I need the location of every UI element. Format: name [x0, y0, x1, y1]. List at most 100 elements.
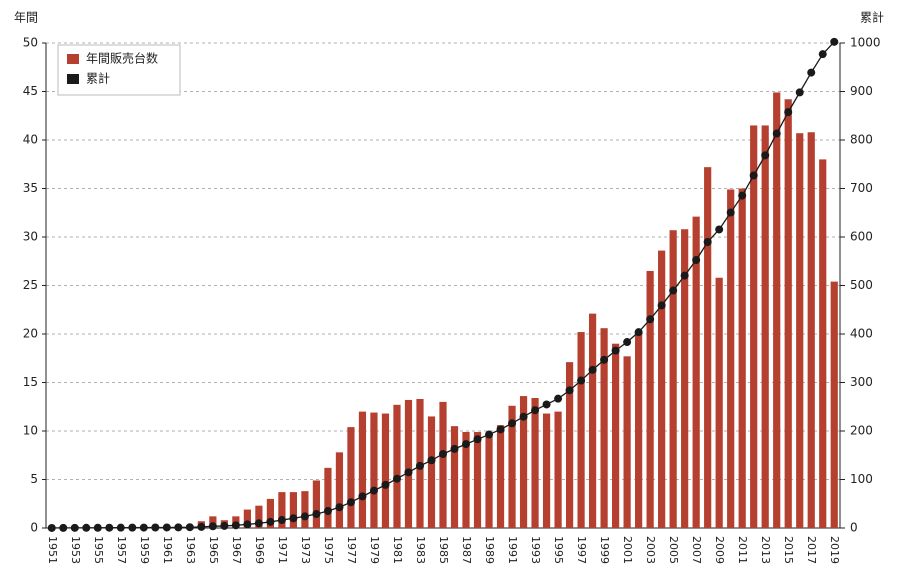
cumulative-point [600, 355, 609, 364]
y2-tick-label: 900 [850, 84, 873, 98]
cumulative-point [680, 271, 689, 280]
cumulative-point [473, 435, 482, 444]
cumulative-point [657, 301, 666, 310]
cumulative-point [588, 365, 597, 374]
bar [819, 159, 827, 528]
y-tick-label: 45 [23, 84, 38, 98]
bar [623, 356, 631, 528]
bar [439, 401, 447, 528]
bar [612, 343, 620, 528]
bar [692, 216, 700, 528]
bar [658, 250, 666, 528]
cumulative-point [70, 523, 79, 532]
cumulative-point [346, 498, 355, 507]
cumulative-point [577, 376, 586, 385]
legend-label: 年間販売台数 [86, 51, 158, 66]
cumulative-point [646, 315, 655, 324]
x-tick-label: 2013 [759, 536, 772, 564]
bar [243, 509, 251, 528]
bar [554, 411, 562, 528]
cumulative-point [669, 286, 678, 295]
cumulative-point [300, 512, 309, 521]
bar [669, 230, 677, 528]
bar [485, 432, 493, 528]
x-tick-label: 1975 [322, 536, 335, 564]
y2-tick-label: 700 [850, 181, 873, 195]
x-tick-label: 1993 [529, 536, 542, 564]
cumulative-point [496, 425, 505, 434]
cumulative-point [369, 486, 378, 495]
x-tick-label: 1951 [46, 536, 59, 564]
cumulative-point [450, 444, 459, 453]
cumulative-point [439, 449, 447, 458]
y-tick-label: 25 [23, 278, 38, 292]
cumulative-point [59, 523, 68, 532]
bar [324, 467, 332, 528]
x-tick-label: 2019 [828, 536, 841, 564]
cumulative-point [312, 510, 321, 519]
bar [347, 427, 355, 528]
cumulative-point [116, 523, 125, 532]
cumulative-point [554, 394, 563, 403]
bar [796, 133, 804, 528]
cumulative-point [703, 237, 712, 246]
y2-tick-label: 0 [850, 521, 858, 535]
x-tick-label: 1981 [391, 536, 404, 564]
cumulative-point [795, 88, 804, 97]
cumulative-point [623, 338, 632, 347]
x-tick-label: 1979 [368, 536, 381, 564]
bar [577, 332, 585, 528]
x-tick-label: 1985 [437, 536, 450, 564]
cumulative-point [254, 519, 263, 528]
cumulative-point [427, 456, 436, 465]
bar [278, 492, 286, 528]
cumulative-point [185, 523, 194, 532]
cumulative-point [807, 68, 816, 77]
bar [784, 99, 792, 528]
y2-tick-label: 100 [850, 472, 873, 486]
bar [508, 405, 516, 528]
bar [496, 425, 505, 528]
bar [255, 505, 263, 528]
bar [681, 229, 689, 529]
y2-tick-label: 500 [850, 278, 873, 292]
cumulative-point [462, 440, 471, 449]
bar [807, 132, 815, 529]
bar [750, 125, 758, 528]
x-tick-label: 1977 [345, 536, 358, 564]
x-tick-label: 2011 [736, 536, 749, 564]
bar [531, 398, 539, 528]
x-tick-label: 2007 [690, 536, 703, 564]
x-tick-label: 2005 [667, 536, 680, 564]
bar [600, 328, 608, 528]
x-tick-label: 1965 [207, 536, 220, 564]
cumulative-point [243, 520, 252, 529]
cumulative-point [323, 507, 332, 516]
cumulative-point [726, 208, 735, 217]
bar [519, 396, 528, 528]
cumulative-point [139, 523, 148, 532]
cumulative-point [830, 37, 839, 46]
cumulative-point [151, 523, 160, 532]
bar [335, 452, 344, 528]
cumulative-point [266, 517, 275, 526]
cumulative-point [93, 523, 102, 532]
x-tick-label: 1955 [92, 536, 105, 564]
y-tick-label: 35 [23, 181, 38, 195]
y-tick-label: 5 [30, 472, 38, 486]
legend-swatch [67, 74, 79, 84]
legend-swatch [67, 54, 79, 64]
cumulative-point [818, 50, 827, 59]
legend-box [57, 44, 181, 96]
x-tick-label: 1971 [276, 536, 289, 564]
x-tick-label: 2009 [713, 536, 726, 564]
cumulative-point [485, 430, 494, 439]
cumulative-point [392, 474, 401, 483]
x-tick-label: 1983 [414, 536, 427, 564]
x-tick-label: 1997 [575, 536, 588, 564]
cumulative-point [772, 129, 781, 138]
x-tick-label: 1989 [483, 536, 496, 564]
bar [450, 426, 459, 528]
cumulative-point [761, 151, 770, 160]
